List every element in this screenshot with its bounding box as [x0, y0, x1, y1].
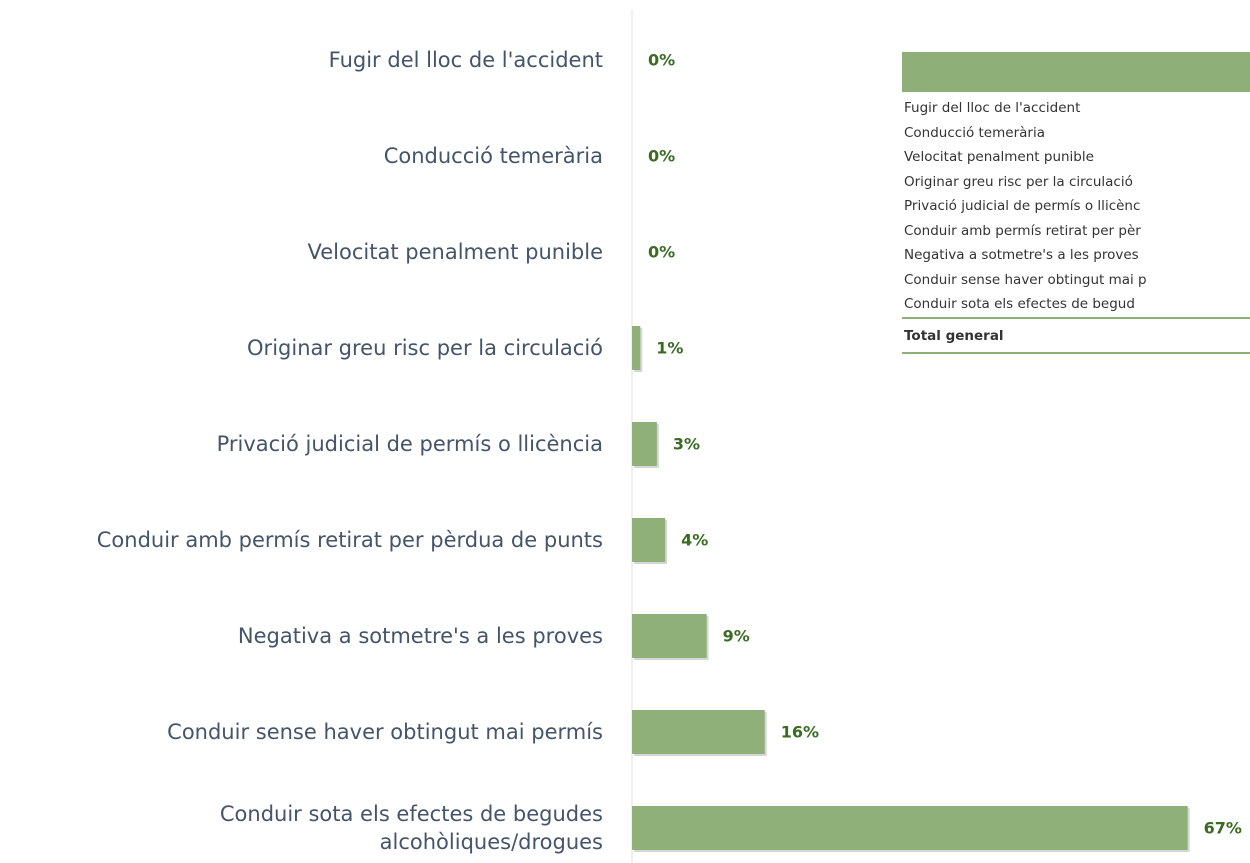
value-label: 1%	[656, 339, 683, 358]
category-label: Conduir amb permís retirat per pèrdua de…	[96, 528, 603, 552]
table-row: Velocitat penalment punible	[904, 149, 1094, 165]
table-row: Conduir amb permís retirat per pèr	[904, 222, 1141, 239]
value-label: 9%	[723, 627, 750, 646]
table-row: Conducció temerària	[904, 124, 1045, 141]
bar	[632, 326, 641, 370]
value-label: 3%	[673, 435, 700, 454]
table-row: Negativa a sotmetre's a les proves	[904, 247, 1139, 263]
category-label: Privació judicial de permís o llicència	[216, 432, 603, 456]
value-label: 4%	[681, 531, 708, 550]
category-label: Conducció temerària	[383, 144, 603, 168]
table-row: Privació judicial de permís o llicènc	[904, 198, 1141, 214]
bar	[632, 614, 707, 658]
bar	[632, 518, 666, 562]
value-label: 0%	[648, 243, 675, 262]
category-label: Conduir sota els efectes de begudes alco…	[219, 802, 603, 854]
table-row: Conduir sota els efectes de begud	[904, 296, 1135, 312]
value-label: 67%	[1204, 819, 1242, 838]
category-label: Negativa a sotmetre's a les proves	[237, 624, 603, 648]
table-row: Originar greu risc per la circulació	[904, 173, 1133, 190]
value-label: 16%	[781, 723, 819, 742]
category-label: Velocitat penalment punible	[307, 240, 603, 264]
table-header	[902, 52, 1250, 92]
bar	[632, 710, 765, 754]
value-label: 0%	[648, 51, 675, 70]
bar	[632, 806, 1188, 850]
category-label: Originar greu risc per la circulació	[247, 336, 603, 360]
value-label: 0%	[648, 147, 675, 166]
table-row: Fugir del lloc de l'accident	[904, 100, 1081, 116]
bar	[632, 422, 657, 466]
table-total: Total general	[904, 328, 1004, 344]
category-label: Fugir del lloc de l'accident	[328, 48, 603, 72]
table-row: Conduir sense haver obtingut mai p	[904, 271, 1147, 288]
category-label: Conduir sense haver obtingut mai permís	[167, 720, 603, 744]
